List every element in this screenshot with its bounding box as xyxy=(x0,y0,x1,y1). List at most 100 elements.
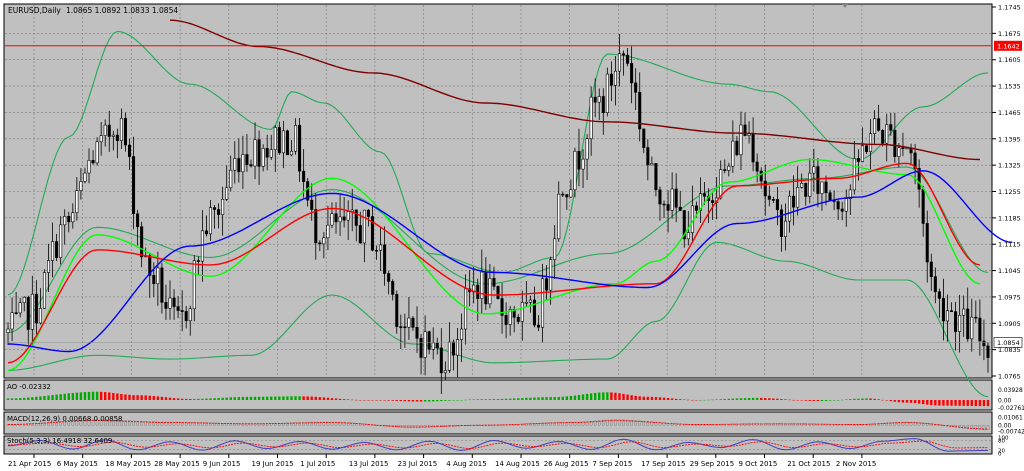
ao-bar xyxy=(764,398,767,400)
ao-bar xyxy=(573,395,577,400)
candle-body xyxy=(824,181,828,194)
macd-bar xyxy=(974,424,978,430)
ao-bar xyxy=(233,397,236,400)
ao-bar xyxy=(974,400,978,407)
ao-bar xyxy=(213,398,216,400)
candle-body xyxy=(387,273,391,282)
macd-bar xyxy=(132,420,135,426)
candle-body xyxy=(617,53,621,72)
ao-bar xyxy=(160,396,164,400)
ao-bar xyxy=(853,398,856,400)
ao-bar xyxy=(18,398,22,400)
candle-body xyxy=(601,96,605,113)
candle-body xyxy=(958,315,962,332)
ao-bar xyxy=(363,400,366,401)
candle-body xyxy=(674,188,678,208)
ao-bar xyxy=(124,394,127,400)
candle-body xyxy=(111,134,115,137)
ao-bar xyxy=(565,396,569,400)
candle-body xyxy=(188,308,192,322)
candle-body xyxy=(682,210,686,240)
candle-body xyxy=(310,199,314,210)
candle-body xyxy=(694,205,698,211)
ao-bar xyxy=(768,398,771,400)
macd-bar xyxy=(602,420,605,426)
candle-body xyxy=(269,149,273,158)
ao-bar xyxy=(91,391,95,400)
ao-bar xyxy=(274,396,277,400)
ao-bar xyxy=(476,399,479,400)
ao-bar xyxy=(735,398,739,400)
candle-body xyxy=(204,230,208,235)
ao-bar xyxy=(950,400,953,406)
ao-bar xyxy=(298,396,301,400)
chart-shift-marker-icon[interactable] xyxy=(842,4,848,8)
date-label: 14 Aug 2015 xyxy=(495,460,540,468)
macd-bar xyxy=(881,423,884,426)
main-price-panel[interactable] xyxy=(3,3,993,379)
candle-body xyxy=(285,130,289,156)
candle-body xyxy=(55,241,59,258)
ao-bar xyxy=(444,400,447,401)
macd-bar xyxy=(39,422,42,426)
candle-body xyxy=(654,163,658,191)
macd-bar xyxy=(638,420,641,426)
ao-bar xyxy=(140,395,143,400)
candle-body xyxy=(731,140,735,167)
candle-body xyxy=(83,172,87,182)
ao-bar xyxy=(464,399,467,401)
macd-bar xyxy=(334,421,338,426)
macd-bar xyxy=(768,423,771,426)
price-tick-label: 1.0765 xyxy=(998,373,1021,381)
candle-body xyxy=(261,148,265,167)
macd-panel[interactable] xyxy=(3,411,993,435)
ao-bar xyxy=(719,399,722,400)
candle-body xyxy=(727,165,731,171)
ao-bar xyxy=(606,392,609,400)
ao-bar xyxy=(95,391,99,400)
candle-body xyxy=(18,302,22,314)
ao-bar xyxy=(930,400,933,406)
candle-body xyxy=(172,297,176,307)
stoch-signal-line xyxy=(7,440,988,449)
candle-body xyxy=(877,118,881,131)
candle-body xyxy=(779,209,783,237)
candle-body xyxy=(156,267,160,285)
candle-body xyxy=(42,272,46,309)
stoch-panel[interactable] xyxy=(3,435,993,455)
ao-bar xyxy=(193,398,196,400)
candle-body xyxy=(751,133,755,163)
candle-body xyxy=(423,331,427,358)
ao-bar xyxy=(201,398,204,400)
ao-bar xyxy=(529,397,532,400)
candle-body xyxy=(658,189,662,205)
macd-bar xyxy=(326,421,330,426)
ao-bar xyxy=(715,399,718,400)
macd-bar xyxy=(610,419,613,426)
ao-panel[interactable] xyxy=(3,379,993,411)
macd-bar xyxy=(124,420,127,426)
ao-bar xyxy=(253,396,257,400)
moving-averages xyxy=(7,19,1013,372)
candle-body xyxy=(504,315,508,325)
macd-bar xyxy=(662,422,666,426)
candle-body xyxy=(581,158,585,170)
macd-bar xyxy=(561,422,565,426)
ao-bar xyxy=(379,400,382,401)
candle-body xyxy=(711,200,715,203)
candle-body xyxy=(265,148,269,158)
candle-body xyxy=(346,211,350,221)
candle-body xyxy=(771,199,775,201)
macd-signal-line xyxy=(8,420,988,430)
date-label: 23 Jul 2015 xyxy=(398,460,438,468)
macd-bar xyxy=(164,421,168,426)
macd-bar xyxy=(172,421,176,426)
candle-body xyxy=(536,324,541,328)
candle-body xyxy=(152,275,156,285)
macd-bar xyxy=(569,421,573,426)
macd-bar xyxy=(63,421,66,426)
ao-histogram: 0.03928 0.00-0.02761 xyxy=(6,387,1024,412)
macd-bar xyxy=(91,419,95,426)
macd-bar xyxy=(225,423,228,426)
ao-bar xyxy=(561,396,564,400)
